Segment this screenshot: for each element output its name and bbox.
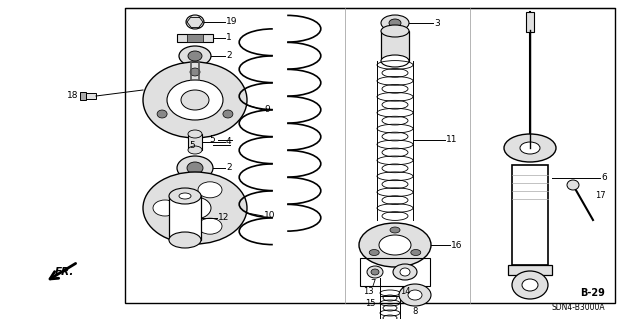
Ellipse shape [389, 19, 401, 27]
Ellipse shape [367, 266, 383, 278]
Text: 1: 1 [226, 33, 232, 42]
Text: 2: 2 [226, 164, 232, 173]
Bar [526, 12, 534, 32]
Text: 5: 5 [189, 140, 195, 150]
Ellipse shape [381, 25, 409, 37]
Text: FR.: FR. [55, 267, 74, 277]
Ellipse shape [371, 269, 379, 275]
Text: 7: 7 [371, 278, 376, 287]
Text: 8: 8 [412, 307, 418, 315]
Text: 2: 2 [226, 51, 232, 61]
Ellipse shape [157, 110, 167, 118]
Text: B-29: B-29 [580, 288, 605, 298]
Ellipse shape [198, 182, 222, 198]
Ellipse shape [390, 227, 400, 233]
Ellipse shape [522, 279, 538, 291]
Bar [177, 34, 213, 42]
Ellipse shape [188, 51, 202, 61]
Ellipse shape [179, 46, 211, 66]
Text: 15: 15 [365, 299, 376, 308]
Ellipse shape [167, 80, 223, 120]
Bar [381, 31, 409, 61]
Bar [169, 196, 201, 240]
Ellipse shape [169, 188, 201, 204]
Bar [512, 165, 548, 265]
Ellipse shape [153, 200, 177, 216]
Ellipse shape [188, 130, 202, 138]
Bar [187, 34, 203, 42]
Ellipse shape [187, 162, 203, 174]
Ellipse shape [198, 218, 222, 234]
Ellipse shape [177, 156, 213, 180]
Ellipse shape [399, 284, 431, 306]
Ellipse shape [567, 180, 579, 190]
Ellipse shape [520, 142, 540, 154]
Ellipse shape [181, 90, 209, 110]
Bar [84, 93, 96, 99]
Bar [125, 8, 615, 303]
Ellipse shape [188, 146, 202, 154]
Ellipse shape [379, 235, 411, 255]
Ellipse shape [381, 55, 409, 67]
Ellipse shape [512, 271, 548, 299]
Text: 11: 11 [446, 136, 458, 145]
Ellipse shape [408, 290, 422, 300]
Bar [508, 265, 552, 275]
Text: 17: 17 [595, 190, 605, 199]
Ellipse shape [223, 110, 233, 118]
Text: 13: 13 [363, 287, 373, 296]
Text: 19: 19 [226, 18, 237, 26]
Ellipse shape [179, 193, 191, 199]
Text: 12: 12 [218, 213, 229, 222]
Bar [360, 258, 430, 286]
Text: 10: 10 [264, 211, 275, 220]
Text: 14: 14 [400, 287, 410, 296]
Ellipse shape [400, 268, 410, 276]
Bar [80, 92, 86, 100]
Ellipse shape [393, 264, 417, 280]
Ellipse shape [411, 249, 420, 256]
Text: 5: 5 [209, 136, 215, 145]
Text: 3: 3 [434, 19, 440, 27]
Ellipse shape [143, 62, 247, 138]
Text: 9: 9 [264, 106, 269, 115]
Ellipse shape [359, 223, 431, 267]
Text: 18: 18 [67, 92, 78, 100]
Text: 4: 4 [226, 137, 232, 146]
Text: 6: 6 [601, 174, 607, 182]
Ellipse shape [190, 68, 200, 76]
Ellipse shape [369, 249, 380, 256]
Bar [188, 134, 202, 150]
Ellipse shape [186, 15, 204, 29]
Ellipse shape [381, 15, 409, 31]
Ellipse shape [169, 232, 201, 248]
Ellipse shape [179, 197, 211, 219]
Text: SDN4-B3000A: SDN4-B3000A [552, 303, 605, 313]
Ellipse shape [504, 134, 556, 162]
Ellipse shape [143, 172, 247, 244]
Text: 16: 16 [451, 241, 463, 249]
